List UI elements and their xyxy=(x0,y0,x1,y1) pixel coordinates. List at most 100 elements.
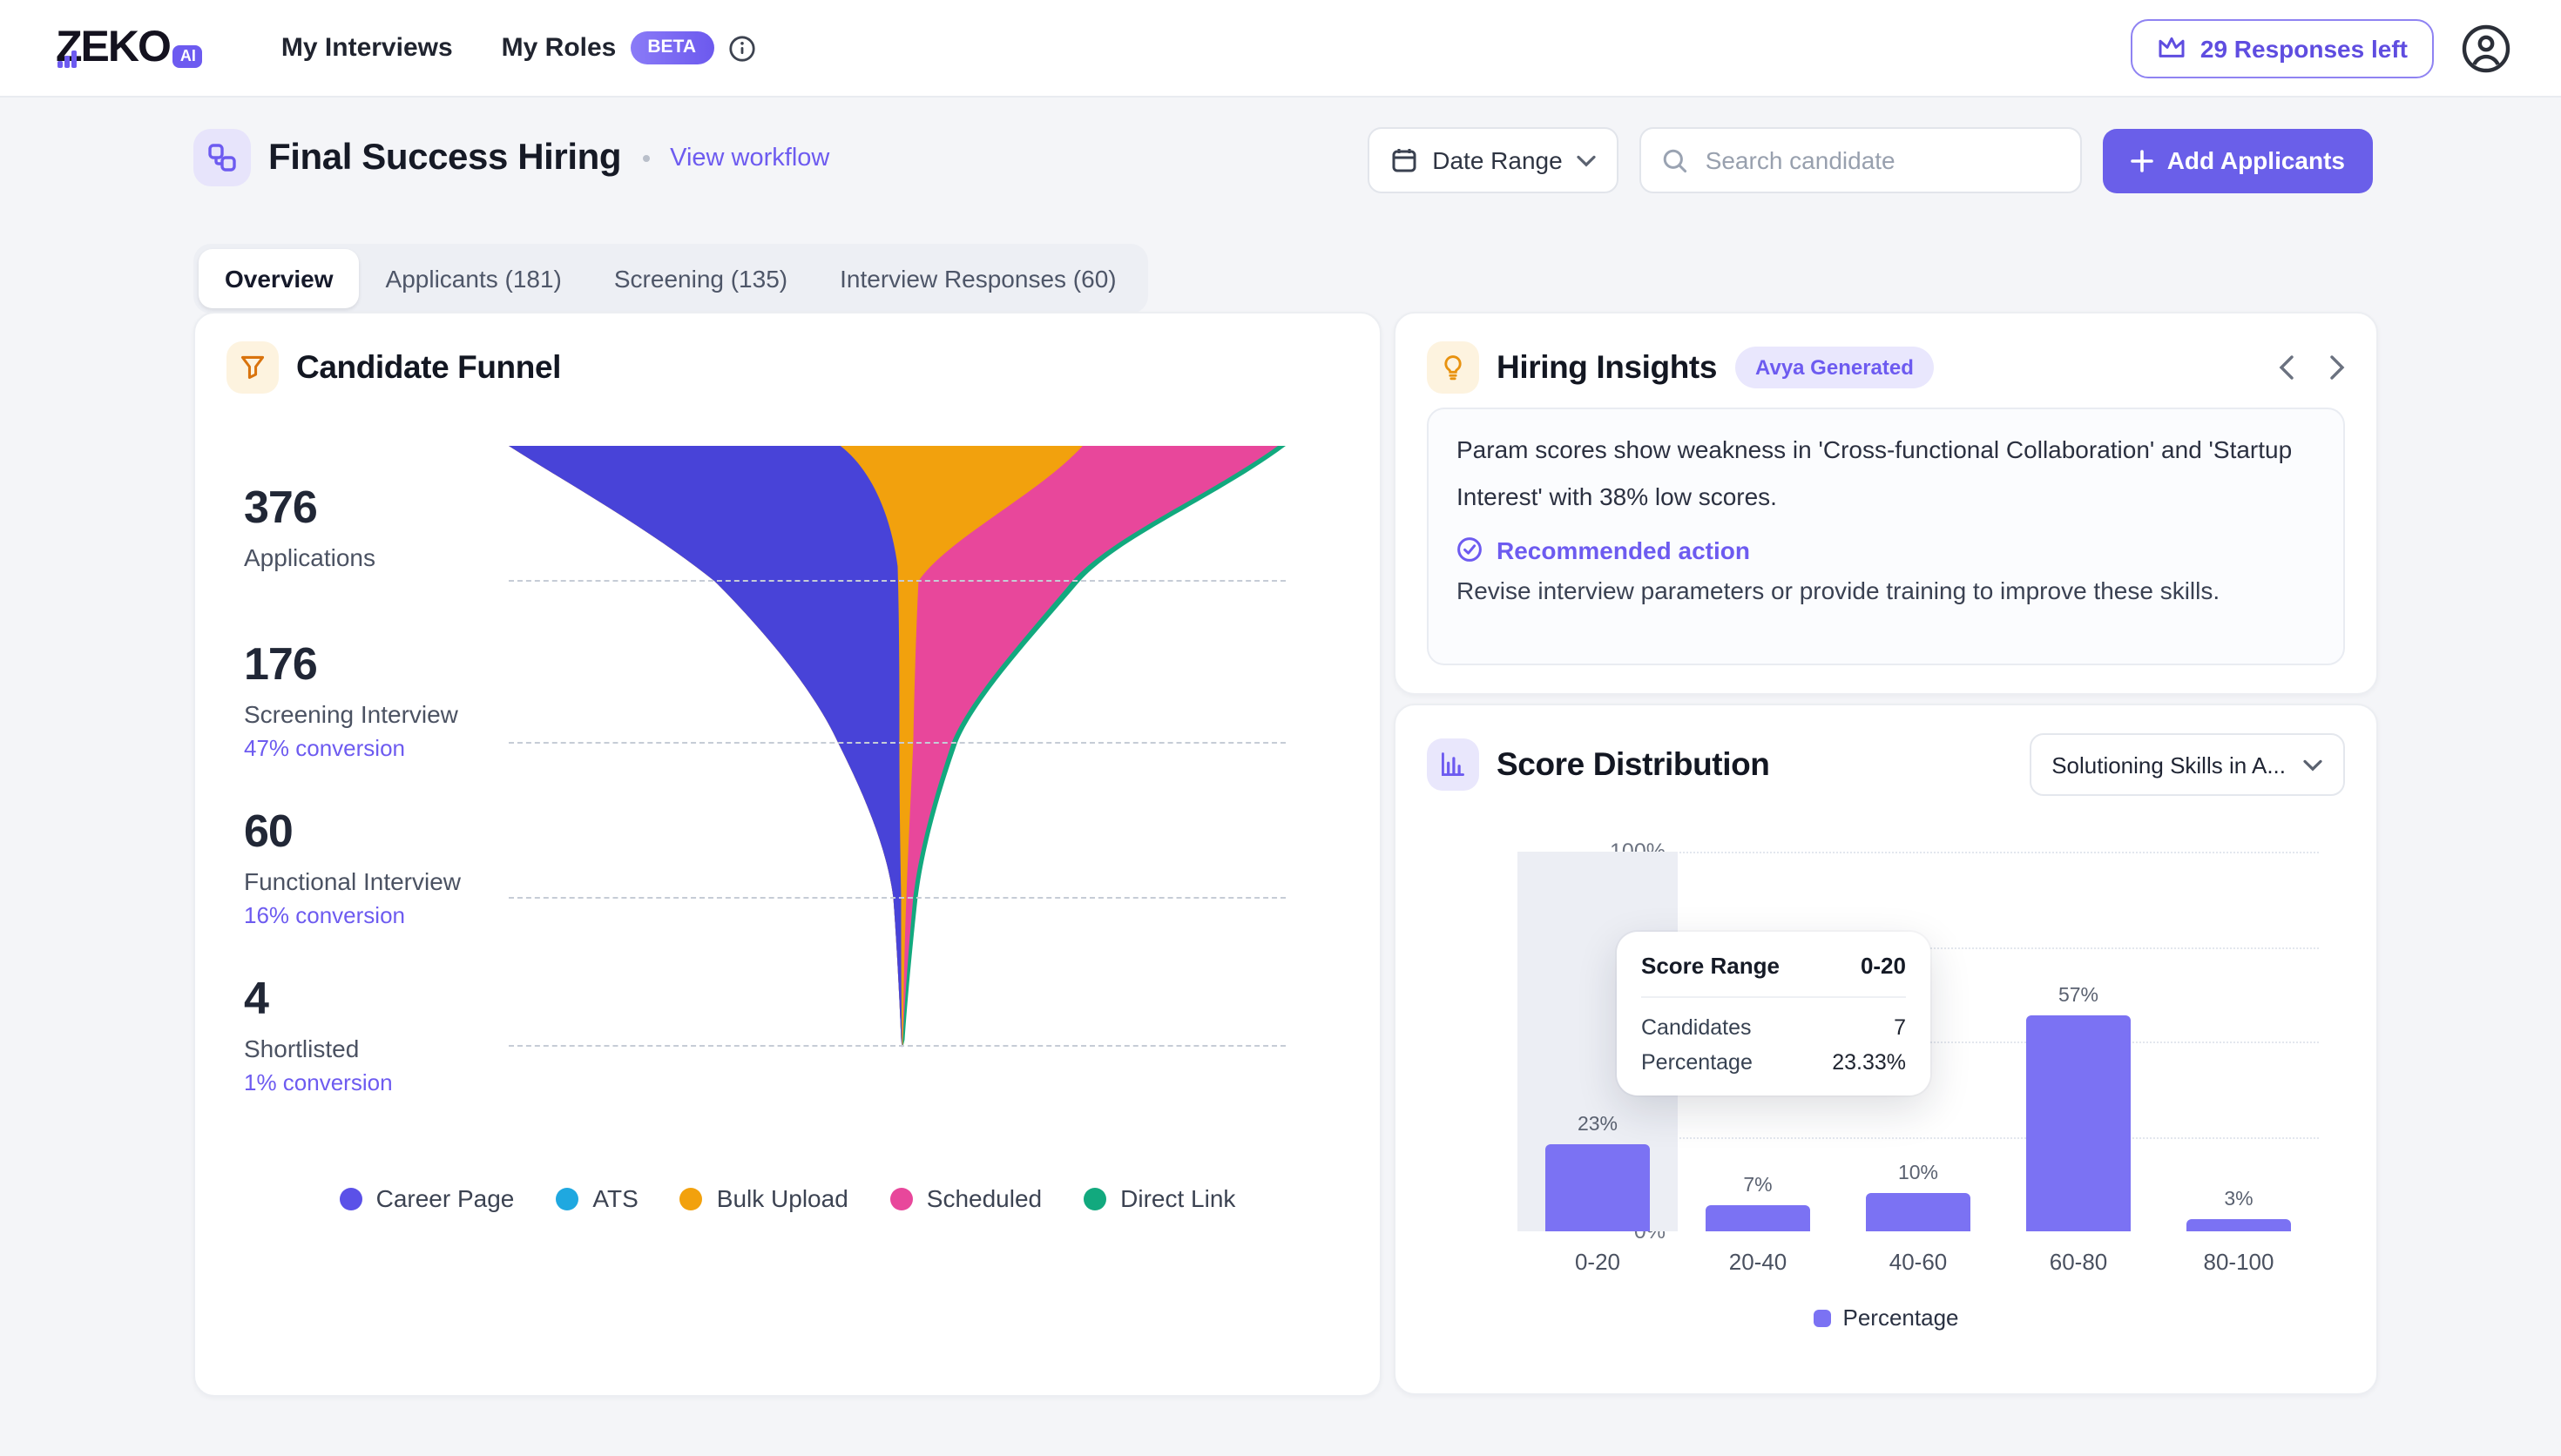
bar-60-80[interactable] xyxy=(2026,1014,2131,1231)
tooltip-title-value: 0-20 xyxy=(1860,953,1906,979)
chart-gridline xyxy=(1517,852,2319,853)
legend-label: Direct Link xyxy=(1120,1184,1236,1212)
logo-bars-icon xyxy=(57,51,76,68)
tooltip-title-label: Score Range xyxy=(1641,953,1780,979)
view-workflow-link[interactable]: View workflow xyxy=(670,144,830,172)
search-candidate-input[interactable] xyxy=(1701,145,2059,176)
insight-panel: Param scores show weakness in 'Cross-fun… xyxy=(1427,408,2345,665)
x-axis-tick: 20-40 xyxy=(1728,1249,1787,1275)
x-axis-tick: 0-20 xyxy=(1574,1249,1621,1275)
crown-icon xyxy=(2157,35,2186,61)
nav-my-interviews[interactable]: My Interviews xyxy=(281,33,453,63)
stage-count: 376 xyxy=(244,481,318,533)
beta-badge: BETA xyxy=(630,31,713,64)
responses-left-label: 29 Responses left xyxy=(2199,34,2408,62)
legend-label: Career Page xyxy=(375,1184,515,1212)
responses-left-button[interactable]: 29 Responses left xyxy=(2130,18,2434,78)
stage-count: 60 xyxy=(244,805,294,857)
legend-dot xyxy=(1084,1187,1107,1210)
tab-overview[interactable]: Overview xyxy=(199,249,360,308)
stage-count: 176 xyxy=(244,637,318,690)
bar-slot-80-100: 3% xyxy=(2159,852,2319,1231)
nav-label: My Roles xyxy=(501,33,617,63)
score-distribution-card: Score Distribution Solutioning Skills in… xyxy=(1394,704,2378,1395)
insight-text: Param scores show weakness in 'Cross-fun… xyxy=(1456,435,2293,511)
bar-value-label: 57% xyxy=(2058,985,2099,1007)
top-navigation-bar: ZEKO AI My Interviews My Roles BETA 29 R… xyxy=(0,0,2561,98)
legend-dot xyxy=(679,1187,703,1210)
funnel-stage-stat: 176 Screening Interview 47% conversion xyxy=(244,637,458,761)
funnel-card-header: Candidate Funnel xyxy=(195,313,1380,394)
bar-slot-20-40: 7% xyxy=(1678,852,1838,1231)
tab-applicants[interactable]: Applicants (181) xyxy=(385,265,562,293)
bar-40-60[interactable] xyxy=(1866,1193,1970,1231)
legend-item-bulk-upload: Bulk Upload xyxy=(679,1184,848,1212)
funnel-icon xyxy=(226,341,279,394)
funnel-stage-stat: 60 Functional Interview 16% conversion xyxy=(244,805,461,928)
tooltip-divider xyxy=(1641,996,1906,998)
check-circle-icon xyxy=(1456,536,1483,563)
bar-0-20[interactable] xyxy=(1545,1143,1650,1231)
zeko-logo[interactable]: ZEKO AI xyxy=(56,25,203,70)
legend-label: Percentage xyxy=(1842,1304,1959,1331)
bar-value-label: 7% xyxy=(1743,1175,1773,1196)
stage-conversion: 47% conversion xyxy=(244,735,405,761)
main-nav: My Interviews My Roles BETA xyxy=(281,31,755,64)
tab-interview-responses[interactable]: Interview Responses (60) xyxy=(840,265,1117,293)
insights-card-title: Hiring Insights xyxy=(1497,348,1718,385)
funnel-legend: Career Page ATS Bulk Upload Scheduled Di… xyxy=(195,1184,1380,1212)
workflow-icon xyxy=(193,129,251,186)
tooltip-row-value: 23.33% xyxy=(1832,1050,1906,1075)
funnel-gridline xyxy=(509,1045,1286,1047)
tab-bar: Overview Applicants (181) Screening (135… xyxy=(193,244,1148,313)
bar-value-label: 23% xyxy=(1577,1114,1618,1136)
page-header: Final Success Hiring View workflow xyxy=(193,129,829,186)
chevron-down-icon xyxy=(2303,758,2322,771)
bar-value-label: 3% xyxy=(2224,1190,2254,1211)
stage-label: Functional Interview xyxy=(244,867,462,895)
tooltip-row-label: Candidates xyxy=(1641,1015,1752,1040)
tooltip-title-row: Score Range 0-20 xyxy=(1641,953,1906,979)
chevron-left-icon[interactable] xyxy=(2279,355,2294,380)
chevron-right-icon[interactable] xyxy=(2329,355,2345,380)
bar-80-100[interactable] xyxy=(2186,1219,2291,1231)
calendar-icon xyxy=(1390,146,1418,174)
funnel-gridline xyxy=(509,897,1286,899)
tooltip-row: Candidates 7 xyxy=(1641,1015,1906,1040)
tab-screening[interactable]: Screening (135) xyxy=(613,265,788,293)
funnel-card-title: Candidate Funnel xyxy=(296,348,561,385)
lightbulb-icon xyxy=(1427,341,1479,394)
date-range-select[interactable]: Date Range xyxy=(1368,127,1618,193)
avya-generated-badge: Avya Generated xyxy=(1734,347,1935,388)
legend-label: ATS xyxy=(592,1184,639,1212)
tooltip-row-label: Percentage xyxy=(1641,1050,1753,1075)
recommended-action-row: Recommended action xyxy=(1456,536,2315,563)
legend-dot xyxy=(889,1187,913,1210)
bar-slots: 23% 7% 10% 57% 3% xyxy=(1517,852,2319,1231)
profile-avatar-icon[interactable] xyxy=(2460,22,2512,74)
bar-slot-40-60: 10% xyxy=(1838,852,1998,1231)
tooltip-row: Percentage 23.33% xyxy=(1641,1050,1906,1075)
funnel-stage-stat: 4 Shortlisted 1% conversion xyxy=(244,972,393,1095)
x-axis-tick: 80-100 xyxy=(2203,1249,2274,1275)
legend-dot xyxy=(556,1187,579,1210)
add-applicants-button[interactable]: Add Applicants xyxy=(2102,128,2373,192)
x-axis-labels: 0-20 20-40 40-60 60-80 80-100 xyxy=(1517,1249,2319,1275)
plus-icon xyxy=(2130,149,2153,172)
x-axis-tick: 60-80 xyxy=(2049,1249,2108,1275)
info-icon[interactable] xyxy=(727,34,755,62)
score-skill-select[interactable]: Solutioning Skills in A... xyxy=(2029,733,2345,796)
stage-count: 4 xyxy=(244,972,269,1024)
bar-20-40[interactable] xyxy=(1706,1204,1810,1231)
tooltip-row-value: 7 xyxy=(1894,1015,1906,1040)
funnel-gridline xyxy=(509,580,1286,582)
header-controls: Date Range Add Applicants xyxy=(1368,127,2373,193)
recommended-action-label: Recommended action xyxy=(1497,536,1750,564)
funnel-chart[interactable] xyxy=(509,446,1286,1048)
insights-pagination xyxy=(2279,355,2345,380)
nav-my-roles[interactable]: My Roles BETA xyxy=(501,31,755,64)
add-applicants-label: Add Applicants xyxy=(2166,146,2345,174)
funnel-gridline xyxy=(509,742,1286,744)
legend-dot xyxy=(339,1187,362,1210)
